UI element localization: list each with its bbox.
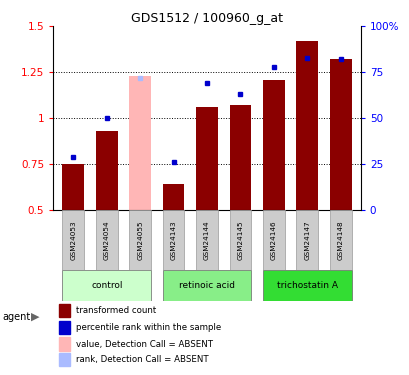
Text: GSM24147: GSM24147 [303, 220, 310, 260]
Text: GSM24144: GSM24144 [204, 220, 209, 260]
Bar [62, 164, 84, 210]
Bar [129, 210, 151, 270]
Bar [96, 131, 117, 210]
Text: agent: agent [2, 312, 30, 322]
Text: GSM24148: GSM24148 [337, 220, 343, 260]
Text: value, Detection Call = ABSENT: value, Detection Call = ABSENT [76, 340, 213, 349]
Bar [329, 210, 351, 270]
Bar [263, 80, 284, 210]
Bar [263, 210, 284, 270]
Text: GSM24146: GSM24146 [270, 220, 276, 260]
Bar [59, 321, 70, 334]
Bar [59, 304, 70, 317]
Bar [229, 105, 251, 210]
Text: trichostatin A: trichostatin A [276, 281, 337, 290]
Bar [296, 41, 317, 210]
Bar [62, 270, 151, 301]
Text: GSM24145: GSM24145 [237, 220, 243, 260]
Bar [162, 184, 184, 210]
Bar [59, 353, 70, 366]
Text: GSM24053: GSM24053 [70, 220, 76, 260]
Bar [59, 338, 70, 351]
Text: GSM24143: GSM24143 [170, 220, 176, 260]
Text: retinoic acid: retinoic acid [179, 281, 234, 290]
Bar [196, 210, 217, 270]
Bar [96, 210, 117, 270]
Bar [329, 59, 351, 210]
Bar [229, 210, 251, 270]
Bar [263, 270, 351, 301]
Text: rank, Detection Call = ABSENT: rank, Detection Call = ABSENT [76, 355, 209, 364]
Text: GSM24055: GSM24055 [137, 220, 143, 260]
Text: transformed count: transformed count [76, 306, 156, 315]
Text: percentile rank within the sample: percentile rank within the sample [76, 323, 221, 332]
Bar [129, 76, 151, 210]
Bar [162, 210, 184, 270]
Title: GDS1512 / 100960_g_at: GDS1512 / 100960_g_at [131, 12, 282, 25]
Bar [296, 210, 317, 270]
Text: GSM24054: GSM24054 [103, 220, 110, 260]
Text: ▶: ▶ [31, 312, 39, 322]
Bar [196, 107, 217, 210]
Text: control: control [91, 281, 122, 290]
Bar [62, 210, 84, 270]
Bar [162, 270, 251, 301]
